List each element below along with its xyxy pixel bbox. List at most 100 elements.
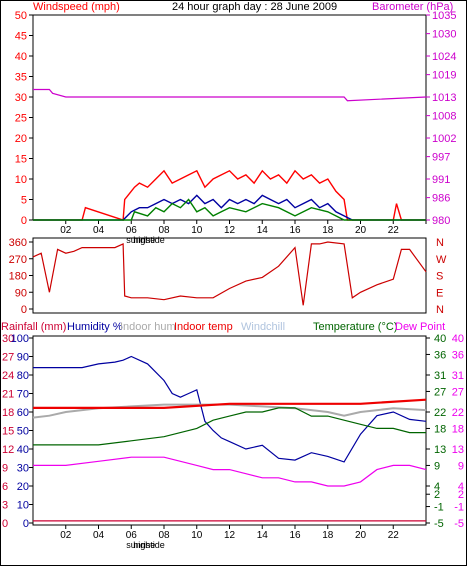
direction-y-tick-label: 90	[15, 287, 27, 299]
direction-compass-label: E	[436, 287, 443, 299]
barometer-y-tick-label: 1030	[432, 29, 456, 41]
temp-x-tick-label: 04	[93, 530, 105, 541]
temp-x-tick-label: 18	[322, 530, 334, 541]
direction-y-tick-label: 360	[9, 237, 27, 249]
barometer-y-tick-label: 997	[432, 152, 450, 164]
wind-x-tick-label: 06	[126, 225, 138, 236]
temp-x-tick-label: 14	[257, 530, 269, 541]
chart-layer: 0510152025303540455098098699199710021008…	[2, 10, 464, 550]
temperature-y-tick-label: 18	[434, 423, 446, 435]
temperature-y-tick-label: -5	[434, 518, 444, 530]
temp-series-indoor_temp	[33, 398, 427, 409]
wind-y-tick-label: 5	[21, 195, 27, 207]
humidity-y-tick-label: 40	[17, 444, 29, 456]
temp-x-tick-label: 08	[158, 530, 170, 541]
dewpoint-y-tick-label: 27	[452, 386, 464, 398]
wind-x-tick-label: 20	[355, 225, 367, 236]
temperature-y-tick-label: -1	[434, 502, 444, 514]
humidity-y-tick-label: 80	[17, 370, 29, 382]
legend-rainfall: Rainfall (mm)	[1, 321, 66, 333]
wind-y-tick-label: 40	[15, 51, 27, 63]
barometer-axis-label: Barometer (hPa)	[372, 1, 453, 13]
humidity-y-tick-label: 50	[17, 426, 29, 438]
rainfall-y-tick-label: 9	[2, 463, 8, 475]
wind-y-tick-label: 45	[15, 31, 27, 43]
dewpoint-y-tick-label: 31	[452, 370, 464, 382]
temp-series-humidity	[33, 355, 427, 463]
barometer-y-tick-label: 1008	[432, 111, 456, 123]
temp-x-tick-label: 02	[60, 530, 72, 541]
direction-series-direction	[32, 241, 427, 306]
humidity-y-tick-label: 30	[17, 463, 29, 475]
temperature-y-tick-label: 4	[434, 481, 440, 493]
humidity-y-tick-label: 20	[17, 481, 29, 493]
direction-compass-label: W	[436, 254, 447, 266]
wind-y-tick-label: 35	[15, 72, 27, 84]
temperature-y-tick-label: 40	[434, 333, 446, 345]
humidity-y-tick-label: 70	[17, 389, 29, 401]
dewpoint-y-tick-label: 22	[452, 407, 464, 419]
chart-title: 24 hour graph day : 28 June 2009	[172, 1, 337, 13]
wind-series-average	[33, 194, 426, 221]
barometer-y-tick-label: 1013	[432, 92, 456, 104]
wind-y-tick-label: 50	[15, 10, 27, 22]
dewpoint-y-tick-label: 13	[452, 444, 464, 456]
temperature-y-tick-label: 27	[434, 386, 446, 398]
direction-compass-label: S	[436, 271, 443, 283]
wind-x-tick-label: 08	[158, 225, 170, 236]
wind-x-tick-label: 02	[60, 225, 72, 236]
temp-x-tick-label: 22	[388, 530, 400, 541]
dewpoint-y-tick-label: 40	[452, 333, 464, 345]
rainfall-y-tick-label: 27	[2, 352, 14, 364]
barometer-y-tick-label: 1002	[432, 133, 456, 145]
legend-dew-point: Dew Point	[395, 321, 445, 333]
barometer-y-tick-label: 986	[432, 193, 450, 205]
wind-y-tick-label: 0	[21, 215, 27, 227]
wind-x-tick-label: 16	[289, 225, 301, 236]
direction-compass-label: N	[436, 237, 444, 249]
wind-x-subtick-label: hightide	[133, 235, 165, 245]
wind-x-tick-label: 22	[388, 225, 400, 236]
rainfall-y-tick-label: 24	[2, 370, 14, 382]
direction-panel	[32, 237, 427, 314]
temp-x-subtick-label: sunrise	[126, 540, 155, 550]
temp-series-temperature	[33, 407, 426, 446]
temp-x-tick-label: 06	[126, 530, 138, 541]
legend-humidity: Humidity %	[67, 321, 123, 333]
wind-x-tick-label: 12	[224, 225, 236, 236]
windspeed-axis-label: Windspeed (mph)	[33, 1, 120, 13]
rainfall-y-tick-label: 18	[2, 407, 14, 419]
temperature-y-tick-label: 22	[434, 407, 446, 419]
wind-y-tick-label: 10	[15, 174, 27, 186]
dewpoint-y-tick-label: 4	[458, 481, 464, 493]
temperature-y-tick-label: 13	[434, 444, 446, 456]
barometer-y-tick-label: 1024	[432, 51, 456, 63]
dewpoint-y-tick-label: 18	[452, 423, 464, 435]
direction-y-tick-label: 270	[9, 254, 27, 266]
wind-y-tick-label: 30	[15, 92, 27, 104]
rainfall-y-tick-label: 21	[2, 389, 14, 401]
legend-indoor-hum: Indoor hum	[120, 321, 176, 333]
barometer-y-tick-label: 1019	[432, 70, 456, 82]
temperature-panel	[32, 335, 427, 526]
temp-x-tick-label: 12	[224, 530, 236, 541]
wind-x-tick-label: 04	[93, 225, 105, 236]
direction-y-tick-label: 0	[21, 304, 27, 316]
wind-y-tick-label: 15	[15, 154, 27, 166]
barometer-y-tick-label: 980	[432, 215, 450, 227]
rainfall-y-tick-label: 12	[2, 444, 14, 456]
rainfall-y-tick-label: 15	[2, 426, 14, 438]
temp-x-tick-label: 16	[289, 530, 301, 541]
wind-x-tick-label: 10	[191, 225, 203, 236]
wind-panel	[32, 14, 427, 221]
rainfall-y-tick-label: 30	[2, 333, 14, 345]
temperature-y-tick-label: 36	[434, 349, 446, 361]
wind-y-tick-label: 20	[15, 133, 27, 145]
wind-x-subtick-label: sunrise	[126, 235, 155, 245]
barometer-y-tick-label: 1035	[432, 10, 456, 22]
direction-compass-label: N	[436, 304, 444, 316]
dewpoint-y-tick-label: 9	[458, 460, 464, 472]
barometer-y-tick-label: 991	[432, 174, 450, 186]
temperature-y-tick-label: 2	[434, 489, 440, 501]
wind-series-gust	[33, 169, 426, 221]
